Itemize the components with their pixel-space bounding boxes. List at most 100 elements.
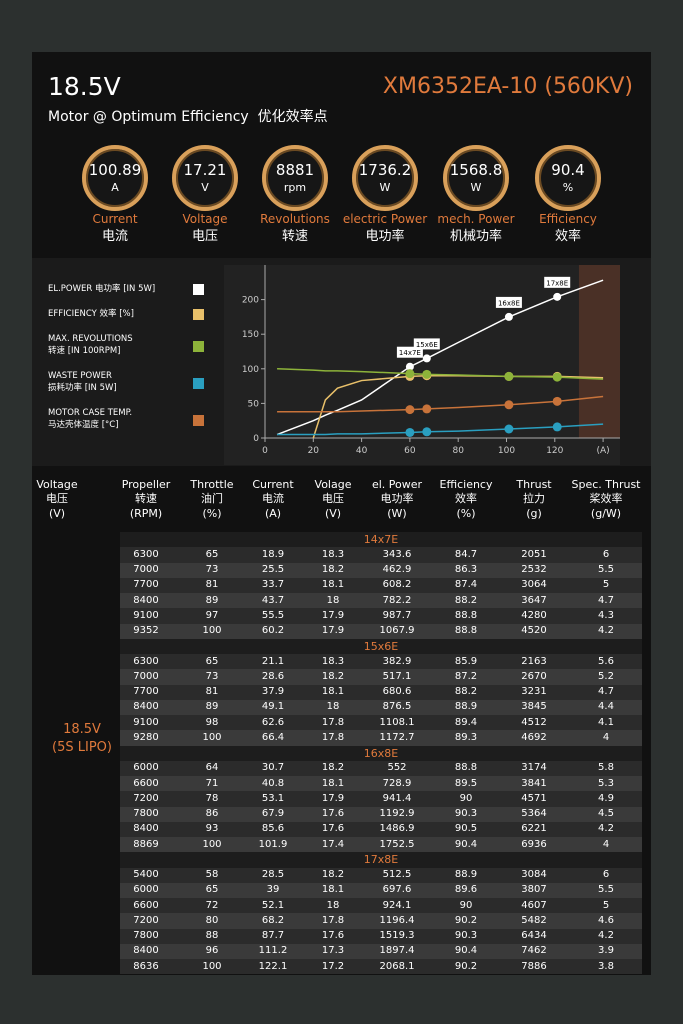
column-header: Volage 电压 (V)	[314, 478, 352, 520]
table-cell: 4.4	[598, 701, 614, 713]
table-cell: 9100	[133, 716, 159, 728]
table-cell: 25.5	[261, 564, 285, 575]
table-cell: 84.7	[454, 548, 478, 560]
column-header: Efficiency 效率 (%)	[439, 478, 493, 520]
point-label: 17x8E	[546, 279, 568, 287]
table-cell: 5482	[521, 914, 547, 926]
table-row	[120, 669, 642, 685]
table-cell: 73	[205, 670, 219, 682]
table-cell: 65	[205, 884, 219, 896]
table-cell: 17.6	[321, 808, 345, 819]
table-cell: 728.9	[382, 777, 412, 789]
table-row	[120, 806, 642, 822]
table-cell: 5400	[133, 869, 159, 880]
legend-label: MAX. REVOLUTIONS 转速 [IN 100RPM]	[48, 334, 133, 357]
table-cell: 4.7	[598, 686, 614, 697]
point	[504, 312, 513, 321]
table-cell: 81	[205, 579, 219, 591]
table-cell: 7000	[133, 564, 159, 575]
table-cell: 90.4	[454, 945, 478, 957]
table-cell: 924.1	[382, 899, 412, 911]
gauge-label-cn: 电功率	[365, 229, 405, 244]
table-cell: 17.4	[321, 838, 345, 850]
table-cell: 28.6	[261, 670, 285, 682]
point-label-box	[396, 346, 423, 358]
table-cell: 1752.5	[379, 838, 415, 850]
table-cell: 39	[266, 884, 280, 896]
legend-swatch	[193, 415, 204, 426]
x-tick-label: 120	[546, 446, 563, 456]
table-cell: 17.9	[321, 609, 345, 621]
table-cell: 98	[205, 716, 219, 728]
table-cell: 7000	[133, 670, 159, 682]
table-cell: 462.9	[382, 564, 412, 575]
table-cell: 7200	[133, 792, 159, 804]
table-cell: 552	[387, 762, 407, 774]
table-row	[120, 821, 642, 837]
table-cell: 6221	[521, 823, 547, 835]
gauge-label: Current	[92, 212, 138, 226]
table-cell: 9280	[133, 731, 159, 743]
table-cell: 87.2	[454, 670, 478, 682]
table-cell: 2670	[521, 670, 547, 682]
table-cell: 89.6	[454, 884, 478, 896]
table-cell: 5364	[521, 808, 547, 819]
table-cell: 90.4	[454, 838, 478, 850]
gauge-unit: %	[562, 181, 574, 194]
table-cell: 6434	[521, 930, 547, 941]
gauge-label: Revolutions	[260, 212, 330, 226]
group-row	[120, 852, 642, 868]
table-cell: 3231	[521, 686, 547, 697]
group-row	[120, 638, 642, 654]
table-cell: 100	[202, 625, 222, 636]
point	[552, 422, 562, 432]
column-header: Thrust 拉力 (g)	[516, 478, 552, 520]
table-cell: 89.4	[454, 716, 478, 728]
table-cell: 8636	[133, 960, 159, 972]
table-cell: 7462	[521, 945, 547, 957]
gauge-label-cn: 电压	[191, 229, 218, 244]
table-cell: 88.2	[454, 594, 478, 606]
table-cell: 52.1	[261, 899, 285, 911]
legend-label: MOTOR CASE TEMP. 马达壳体温度 [°C]	[48, 408, 133, 431]
table-cell: 88.8	[454, 625, 478, 636]
table-row	[120, 867, 642, 883]
group-name: 15x6E	[363, 639, 399, 653]
table-cell: 1519.3	[379, 930, 415, 941]
table-row	[120, 654, 642, 670]
table-cell: 7800	[133, 930, 159, 941]
table-cell: 49.1	[261, 701, 285, 713]
gauge-unit: rpm	[283, 181, 307, 194]
table-cell: 2051	[521, 548, 547, 560]
table-row	[120, 593, 642, 609]
table-cell: 4.3	[598, 609, 614, 621]
x-tick-label: 80	[452, 446, 464, 456]
table-row	[120, 837, 642, 853]
table-row	[120, 730, 642, 746]
gauge-label: electric Power	[342, 212, 428, 226]
table-cell: 18	[326, 899, 340, 911]
table-cell: 343.6	[382, 548, 412, 560]
table-cell: 4512	[521, 716, 547, 728]
table-cell: 80	[205, 914, 219, 926]
table-cell: 517.1	[382, 670, 412, 682]
table-cell: 876.5	[382, 701, 412, 713]
table-cell: 1486.9	[379, 823, 415, 835]
table-cell: 17.6	[321, 823, 345, 835]
column-header: Propeller 转速 (RPM)	[121, 478, 171, 520]
table-row	[120, 684, 642, 700]
table-cell: 3084	[521, 869, 547, 880]
gauge-label-cn: 电流	[101, 229, 128, 244]
table-cell: 18.1	[321, 777, 345, 789]
table-cell: 7700	[133, 579, 159, 591]
table-cell: 18.3	[321, 655, 345, 667]
table-cell: 1192.9	[379, 808, 415, 819]
table-cell: 87.7	[261, 930, 285, 941]
table-row	[120, 699, 642, 715]
point-label: 16x8E	[498, 299, 520, 307]
legend-swatch	[193, 309, 204, 320]
table-cell: 90.3	[454, 930, 478, 941]
table-cell: 65	[205, 548, 219, 560]
table-row	[120, 928, 642, 944]
table-cell: 2068.1	[379, 960, 415, 972]
